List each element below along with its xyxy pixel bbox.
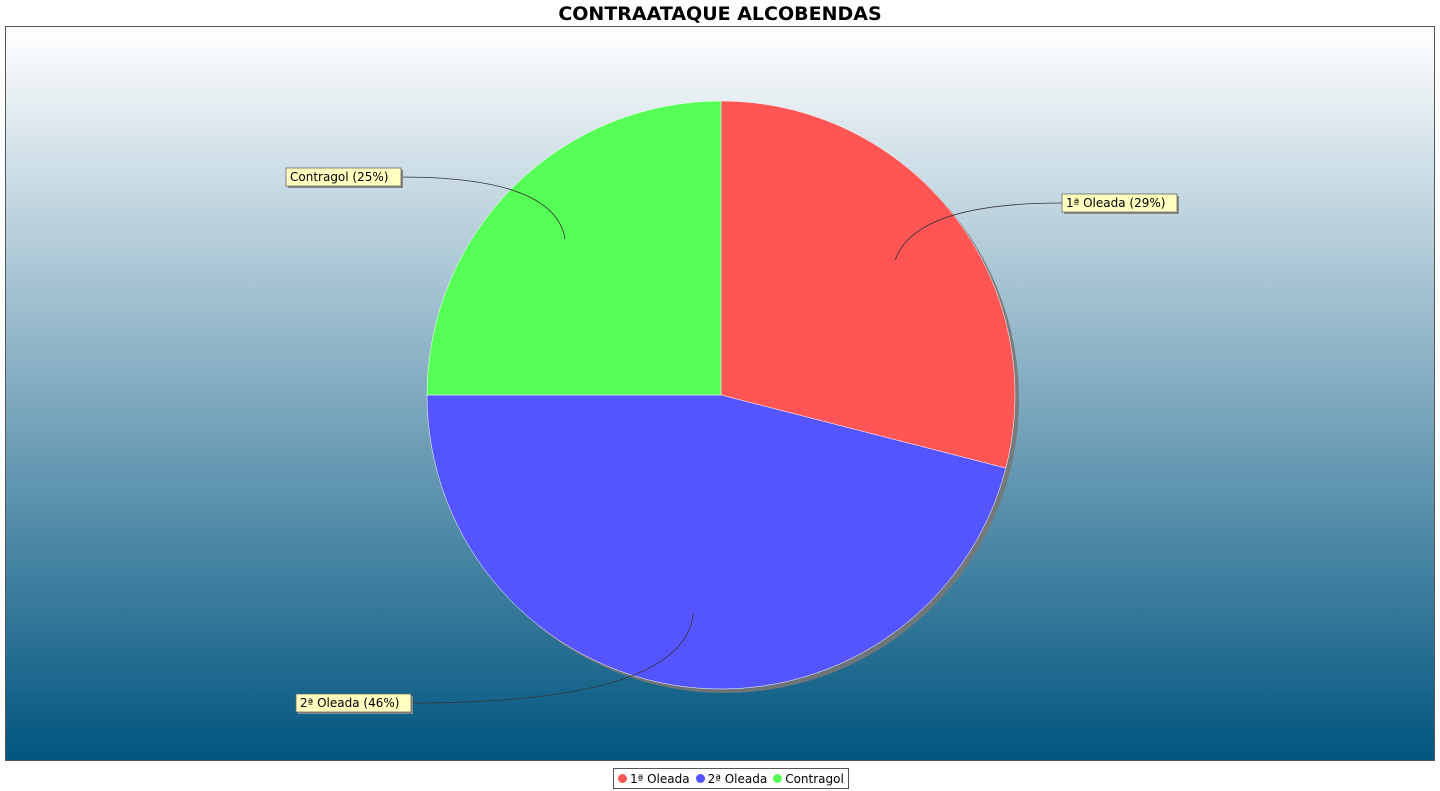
label-contragol: Contragol (25%) [285, 167, 403, 188]
slice-label-text: 2ª Oleada (46%) [300, 696, 399, 710]
slice-label-text: Contragol (25%) [290, 170, 388, 184]
slice-2a-oleada [426, 394, 1007, 690]
legend: 1ª Oleada 2ª Oleada Contragol [613, 768, 849, 789]
pie-chart: 1ª Oleada (29%) 2ª Oleada (46%) Contragol … [6, 27, 1434, 760]
label-2a-oleada: 2ª Oleada (46%) [295, 693, 413, 714]
legend-dot-icon [773, 774, 783, 783]
legend-item-1a-oleada: 1ª Oleada [618, 772, 690, 786]
leader-line [894, 202, 1063, 260]
legend-dot-icon [618, 774, 627, 783]
legend-label: 2ª Oleada [707, 771, 768, 786]
leader-line [410, 613, 694, 704]
legend-dot-icon [695, 774, 705, 783]
slice-label-text: 1ª Oleada (29%) [1066, 196, 1165, 210]
slice-contragol [426, 100, 722, 396]
legend-label: Contragol [785, 771, 844, 786]
plot-area: 1ª Oleada (29%) 2ª Oleada (46%) Contragol … [5, 26, 1435, 761]
legend-item-2a-oleada: 2ª Oleada [695, 771, 768, 786]
legend-item-contragol: Contragol [773, 772, 844, 786]
leader-line [400, 176, 566, 240]
label-1a-oleada: 1ª Oleada (29%) [1061, 193, 1179, 214]
chart-title: CONTRAATAQUE ALCOBENDAS [558, 3, 882, 25]
legend-label: 1ª Oleada [630, 771, 690, 786]
